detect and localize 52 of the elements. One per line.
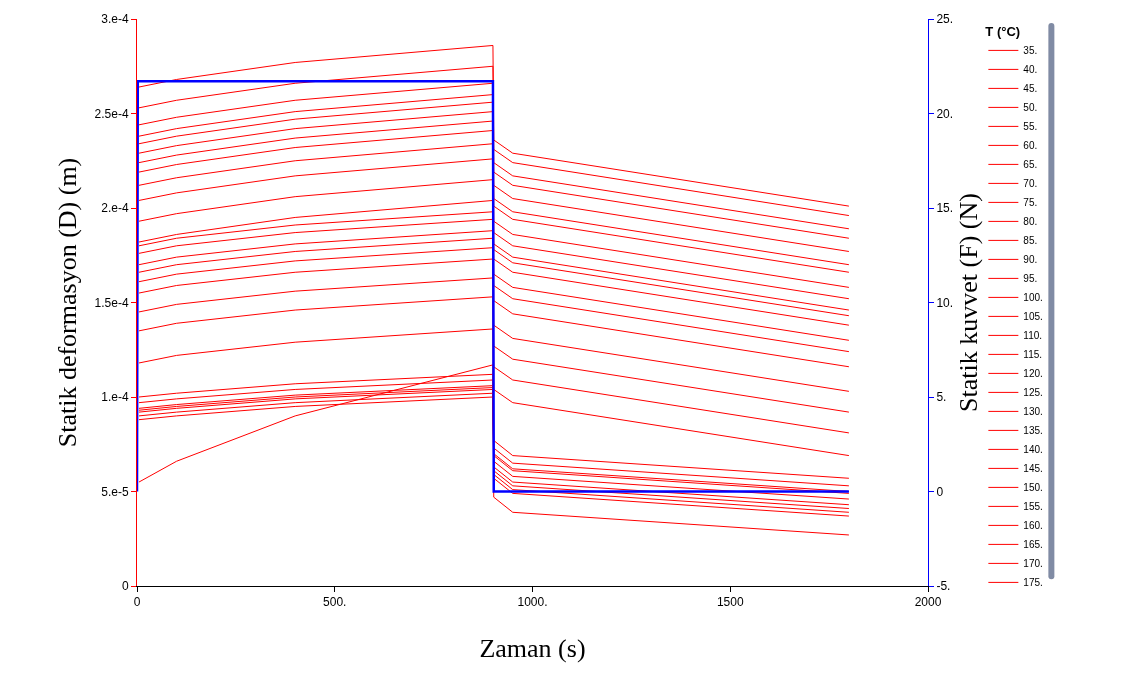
legend-label: 160. (1023, 520, 1043, 532)
legend-label: 145. (1023, 463, 1043, 475)
x-axis-title: Zaman (s) (479, 634, 586, 664)
legend-label: 50. (1023, 102, 1038, 114)
y2-tick-label: 10. (936, 295, 954, 310)
legend-label: 135. (1023, 425, 1043, 437)
y2-tick-label: 25. (936, 12, 954, 27)
legend-label: 95. (1023, 273, 1038, 285)
legend-label: 100. (1023, 292, 1043, 304)
y-tick-label: 3.e-4 (101, 12, 129, 27)
legend-label: 60. (1023, 140, 1038, 152)
legend-label: 115. (1023, 349, 1043, 361)
legend-label: 105. (1023, 311, 1043, 323)
legend-label: 40. (1023, 64, 1038, 76)
y2-tick-label: 5. (936, 390, 947, 405)
legend-label: 45. (1023, 83, 1038, 95)
legend-label: 90. (1023, 254, 1038, 266)
legend-title: T (°C) (985, 23, 1021, 39)
y-tick-label: 2.5e-4 (94, 106, 129, 121)
legend-label: 110. (1023, 330, 1043, 342)
legend-label: 85. (1023, 235, 1038, 247)
legend-label: 150. (1023, 482, 1043, 494)
y2-axis-title: Statik kuvvet (F) (N) (953, 193, 983, 412)
legend-label: 125. (1023, 387, 1043, 399)
y2-tick-label: 15. (936, 201, 954, 216)
y2-tick-label: 0 (936, 484, 944, 499)
legend-label: 35. (1023, 45, 1038, 57)
legend-label: 165. (1023, 539, 1043, 551)
x-tick-label: 2000 (914, 595, 942, 610)
y-tick-label: 5.e-5 (101, 484, 129, 499)
legend-label: 80. (1023, 216, 1038, 228)
y-tick-label: 2.e-4 (101, 201, 129, 216)
y2-tick-label: 20. (936, 106, 954, 121)
y-axis-title: Statik deformasyon (D) (m) (52, 157, 82, 448)
y-tick-label: 1.e-4 (101, 390, 129, 405)
y2-tick-label: -5. (936, 579, 951, 594)
legend-label: 70. (1023, 178, 1038, 190)
x-tick-label: 0 (133, 595, 141, 610)
legend-label: 155. (1023, 501, 1043, 513)
legend-label: 140. (1023, 444, 1043, 456)
legend-label: 170. (1023, 558, 1043, 570)
legend-label: 55. (1023, 121, 1038, 133)
y-tick-label: 0 (121, 579, 129, 594)
legend-label: 65. (1023, 159, 1038, 171)
legend-label: 120. (1023, 368, 1043, 380)
x-tick-label: 1500 (716, 595, 744, 610)
x-tick-label: 500. (323, 595, 347, 610)
x-tick-label: 1000. (517, 595, 548, 610)
legend-label: 175. (1023, 577, 1043, 589)
legend-label: 130. (1023, 406, 1043, 418)
y-tick-label: 1.5e-4 (94, 295, 129, 310)
legend-label: 75. (1023, 197, 1038, 209)
